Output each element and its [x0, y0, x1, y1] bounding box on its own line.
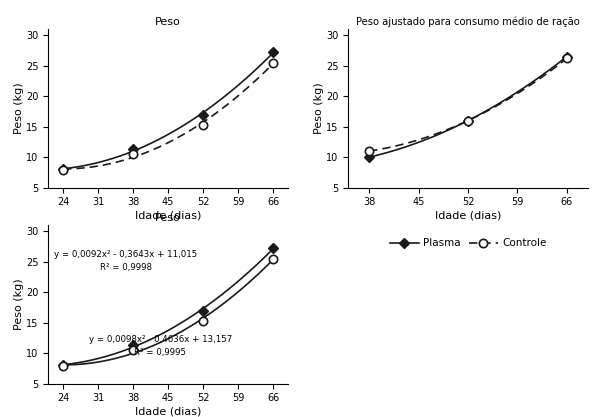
Title: Peso: Peso [155, 17, 181, 27]
X-axis label: Idade (dias): Idade (dias) [435, 210, 501, 220]
X-axis label: Idade (dias): Idade (dias) [135, 406, 201, 416]
Text: y = 0,0098x² - 0,4636x + 13,157: y = 0,0098x² - 0,4636x + 13,157 [89, 335, 232, 344]
Y-axis label: Peso (kg): Peso (kg) [14, 279, 25, 330]
Y-axis label: Peso (kg): Peso (kg) [314, 83, 325, 134]
Legend: Plasma, Controle: Plasma, Controle [85, 234, 251, 252]
X-axis label: Idade (dias): Idade (dias) [135, 210, 201, 220]
Text: y = 0,0092x² - 0,3643x + 11,015: y = 0,0092x² - 0,3643x + 11,015 [54, 250, 197, 259]
Title: Peso ajustado para consumo médio de ração: Peso ajustado para consumo médio de raçã… [356, 17, 580, 27]
Text: R² = 0,9998: R² = 0,9998 [100, 263, 151, 272]
Title: Peso: Peso [155, 213, 181, 223]
Text: R² = 0,9995: R² = 0,9995 [134, 349, 187, 357]
Y-axis label: Peso (kg): Peso (kg) [14, 83, 25, 134]
Legend: Plasma, Controle: Plasma, Controle [385, 234, 551, 252]
